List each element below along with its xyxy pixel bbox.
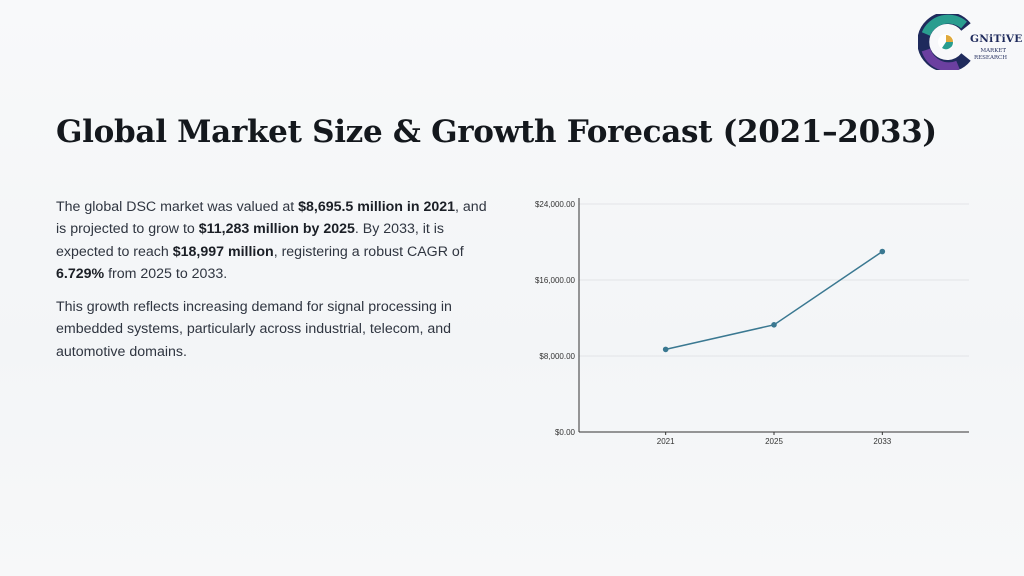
market-summary-paragraph: The global DSC market was valued at $8,6… xyxy=(56,196,496,286)
x-tick-label: 2021 xyxy=(657,437,675,446)
logo-wordmark: GNiTiVE xyxy=(970,33,1023,45)
cagr-value: 6.729% xyxy=(56,266,105,283)
logo-subtitle-line2: RESEARCH xyxy=(974,55,1008,61)
data-point xyxy=(662,346,669,353)
series-line xyxy=(665,250,883,351)
logo-mark-icon xyxy=(917,12,971,72)
page-title: Global Market Size & Growth Forecast (20… xyxy=(56,114,937,150)
y-tick-label: $0.00 xyxy=(555,428,576,437)
summary-text-1: The global DSC market was valued at xyxy=(56,199,299,215)
summary-text-3: . By 2033, it is expected to reach xyxy=(56,221,445,260)
x-tick-label: 2025 xyxy=(765,437,783,446)
growth-drivers-paragraph: This growth reflects increasing demand f… xyxy=(56,299,452,360)
summary-text-4: , registering a robust CAGR of xyxy=(273,243,464,260)
y-tick-label: $8,000.00 xyxy=(539,352,575,361)
summary-text-2: , and is projected to grow to xyxy=(56,199,487,238)
x-tick-label: 2033 xyxy=(873,437,891,446)
data-point xyxy=(879,248,886,255)
logo-subtitle-line1: MARKET xyxy=(980,48,1006,54)
summary-text-5: from 2025 to 2033. xyxy=(104,266,228,283)
y-tick-label: $24,000.00 xyxy=(535,200,576,209)
value-2021: $8,695.5 million in 2021 xyxy=(298,199,456,215)
company-logo: GNiTiVE MARKET RESEARCH xyxy=(917,12,1022,72)
value-2033: $18,997 million xyxy=(172,243,274,260)
y-tick-label: $16,000.00 xyxy=(535,276,576,285)
value-2025: $11,283 million by 2025 xyxy=(198,221,355,238)
market-size-line-chart: $0.00 $8,000.00 $16,000.00 $24,000.00 2021 20… xyxy=(535,198,969,446)
data-point xyxy=(771,322,777,328)
